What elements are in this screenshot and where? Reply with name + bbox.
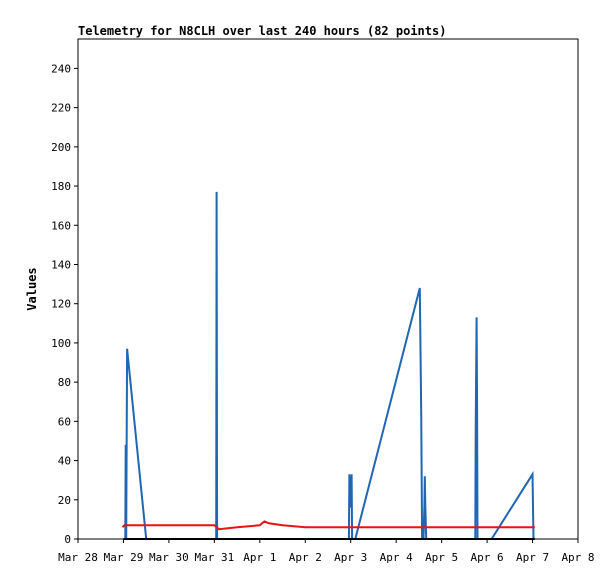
series-layer — [121, 191, 535, 540]
x-tick-label: Apr 8 — [561, 551, 594, 564]
x-tick-label: Apr 1 — [243, 551, 276, 564]
y-tick-label: 80 — [58, 376, 71, 389]
y-tick-label: 0 — [64, 533, 71, 546]
y-tick-label: 200 — [51, 141, 71, 154]
y-tick-label: 160 — [51, 219, 71, 232]
y-tick-label: 140 — [51, 258, 71, 271]
x-tick-label: Apr 6 — [471, 551, 504, 564]
y-tick-label: 220 — [51, 102, 71, 115]
y-tick-label: 20 — [58, 494, 71, 507]
y-axis-ticks: 0 20 40 60 80 100 120 140 160 180 200 220 240 — [51, 62, 78, 546]
x-tick-label: Apr 7 — [516, 551, 549, 564]
x-axis-ticks: Mar 28 Mar 29 Mar 30 Mar 31 Apr 1 Apr 2 Apr 3 A… — [58, 539, 595, 564]
y-axis-label: Values — [25, 267, 39, 310]
y-tick-label: 40 — [58, 455, 71, 468]
plot-frame — [77, 38, 579, 540]
x-tick-label: Mar 29 — [104, 551, 144, 564]
y-tick-label: 180 — [51, 180, 71, 193]
x-tick-label: Apr 3 — [334, 551, 367, 564]
x-tick-label: Mar 28 — [58, 551, 98, 564]
y-tick-label: 60 — [58, 415, 71, 428]
series-line-1 — [121, 520, 535, 531]
x-tick-label: Apr 5 — [425, 551, 458, 564]
y-tick-label: 100 — [51, 337, 71, 350]
x-tick-label: Mar 30 — [149, 551, 189, 564]
x-tick-label: Apr 4 — [380, 551, 413, 564]
x-tick-label: Apr 2 — [289, 551, 322, 564]
chart-title: Telemetry for N8CLH over last 240 hours … — [78, 24, 446, 38]
y-tick-label: 120 — [51, 298, 71, 311]
y-tick-label: 240 — [51, 62, 71, 75]
x-tick-label: Mar 31 — [194, 551, 234, 564]
